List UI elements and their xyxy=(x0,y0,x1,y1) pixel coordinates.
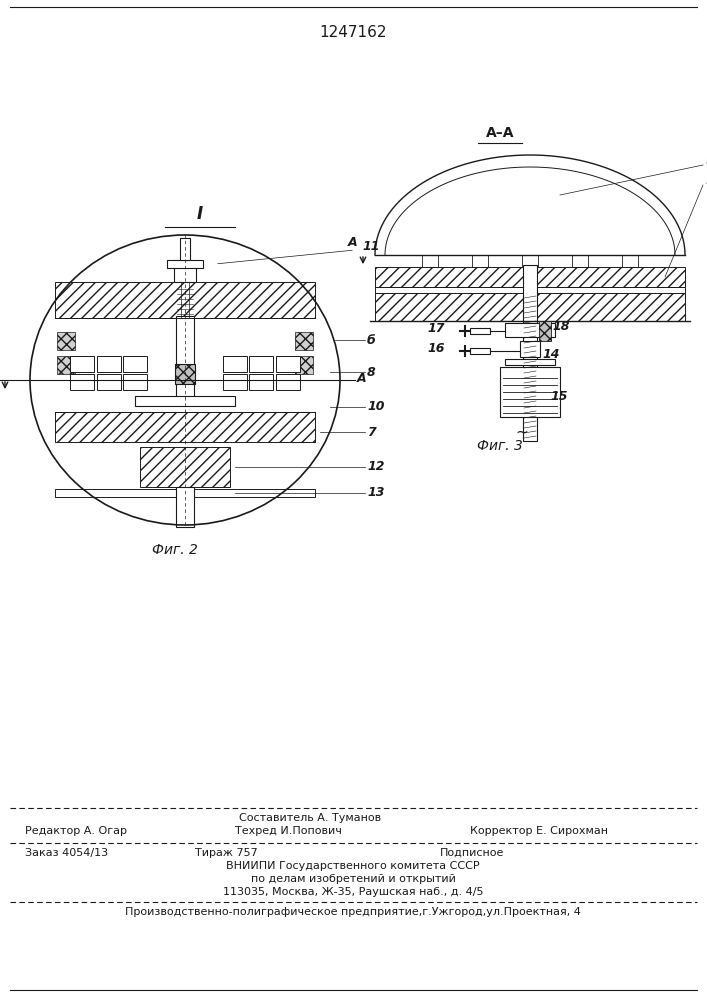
Text: Производственно-полиграфическое предприятие,г.Ужгород,ул.Проектная, 4: Производственно-полиграфическое предприя… xyxy=(125,907,581,917)
Text: Редактор А. Огар: Редактор А. Огар xyxy=(25,826,127,836)
Text: ~: ~ xyxy=(515,425,528,440)
Bar xyxy=(622,255,638,267)
Text: б: б xyxy=(367,334,375,347)
Bar xyxy=(295,356,313,374)
Text: ВНИИПИ Государственного комитета СССР: ВНИИПИ Государственного комитета СССР xyxy=(226,861,480,871)
Text: Подписное: Подписное xyxy=(440,848,504,858)
Bar xyxy=(57,332,75,350)
Text: 1247162: 1247162 xyxy=(320,25,387,40)
Polygon shape xyxy=(375,155,685,255)
Text: А–А: А–А xyxy=(486,126,514,140)
Bar xyxy=(505,323,555,337)
Ellipse shape xyxy=(30,235,340,525)
Text: 7: 7 xyxy=(367,426,375,438)
Text: 9: 9 xyxy=(705,153,707,166)
Text: 15: 15 xyxy=(550,390,568,403)
Bar xyxy=(223,374,247,390)
Text: Техред И.Попович: Техред И.Попович xyxy=(235,826,342,836)
Bar xyxy=(505,359,555,365)
Bar xyxy=(176,487,194,527)
Text: I: I xyxy=(197,205,203,223)
Bar xyxy=(375,267,685,287)
Text: A: A xyxy=(347,236,357,249)
Bar xyxy=(167,260,203,268)
Bar xyxy=(500,367,560,417)
Bar xyxy=(375,287,685,293)
Bar xyxy=(249,356,273,372)
Text: 113035, Москва, Ж-35, Раушская наб., д. 4/5: 113035, Москва, Ж-35, Раушская наб., д. … xyxy=(223,887,484,897)
Text: 10: 10 xyxy=(367,400,385,414)
Text: 17: 17 xyxy=(427,322,445,336)
Bar xyxy=(174,264,196,282)
Bar xyxy=(175,364,195,384)
Bar xyxy=(470,348,490,354)
Text: 14: 14 xyxy=(542,349,559,361)
Bar xyxy=(470,328,490,334)
Bar xyxy=(295,332,313,350)
Text: 18: 18 xyxy=(552,320,570,332)
Bar xyxy=(176,316,194,405)
Bar xyxy=(522,255,538,267)
Bar xyxy=(249,374,273,390)
Text: 12: 12 xyxy=(367,460,385,474)
Bar xyxy=(539,321,551,341)
Bar xyxy=(70,356,94,372)
Bar xyxy=(276,356,300,372)
Bar xyxy=(70,374,94,390)
Text: по делам изобретений и открытий: по делам изобретений и открытий xyxy=(250,874,455,884)
Bar xyxy=(572,255,588,267)
Text: 11: 11 xyxy=(362,240,380,253)
Text: 13: 13 xyxy=(367,487,385,499)
Bar xyxy=(135,396,235,406)
Text: Корректор Е. Сирохман: Корректор Е. Сирохман xyxy=(470,826,608,836)
Bar xyxy=(180,238,190,260)
Text: 10: 10 xyxy=(705,174,707,186)
Bar xyxy=(520,341,540,357)
Text: Тираж 757: Тираж 757 xyxy=(195,848,258,858)
Text: Заказ 4054/13: Заказ 4054/13 xyxy=(25,848,108,858)
Bar xyxy=(55,282,315,318)
Bar xyxy=(97,374,121,390)
Bar xyxy=(375,293,685,321)
Bar xyxy=(472,255,488,267)
Text: 16: 16 xyxy=(427,342,445,356)
Bar xyxy=(55,412,315,442)
Bar xyxy=(55,489,315,497)
Bar xyxy=(123,356,147,372)
Text: Составитель А. Туманов: Составитель А. Туманов xyxy=(239,813,381,823)
Bar xyxy=(223,356,247,372)
Text: Фиг. 3: Фиг. 3 xyxy=(477,439,523,453)
Text: 8: 8 xyxy=(367,365,375,378)
Bar xyxy=(523,265,537,441)
Bar xyxy=(57,356,75,374)
Bar xyxy=(97,356,121,372)
Text: Фиг. 2: Фиг. 2 xyxy=(152,543,198,557)
Bar xyxy=(140,447,230,487)
Bar xyxy=(123,374,147,390)
Text: A: A xyxy=(357,371,367,384)
Bar xyxy=(422,255,438,267)
Bar xyxy=(276,374,300,390)
